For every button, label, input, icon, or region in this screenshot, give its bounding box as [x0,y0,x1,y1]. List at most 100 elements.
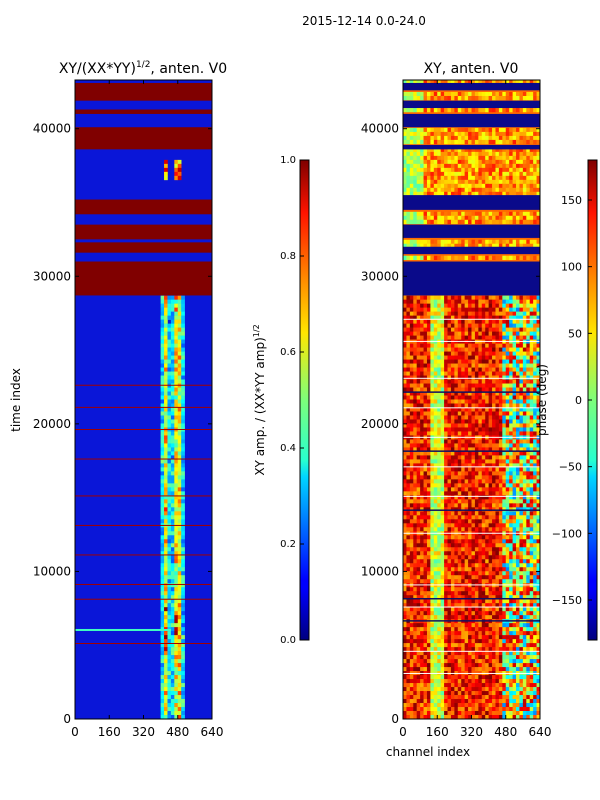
heat-cell [485,163,489,169]
heat-cell [423,387,428,392]
heat-cell [433,171,438,177]
heat-cell [177,579,182,584]
heat-cell [498,483,503,488]
heat-cell [450,307,455,312]
heat-cell [474,375,479,380]
heat-cell [426,523,431,528]
heat-cell [533,443,537,448]
heat-cell [416,383,421,388]
heat-cell [433,571,438,576]
heat-cell [164,511,168,516]
heat-cell [533,455,537,460]
heat-cell [526,563,531,568]
heat-cell [426,159,431,165]
heat-cell [516,359,520,364]
heat-cell [505,411,510,416]
heat-cell [413,391,417,396]
heat-cell [474,159,479,165]
heat-cell [160,375,165,380]
heat-cell [440,527,445,532]
heat-cell [181,695,185,700]
heat-cell [413,91,417,97]
heat-cell [170,303,175,308]
heat-cell [181,303,185,308]
heat-cell [160,587,165,592]
heat-cell [454,131,459,137]
heat-cell [536,399,540,404]
heat-cell [413,239,417,245]
heat-cell [533,219,537,225]
heat-cell [164,583,168,588]
heat-cell [413,311,417,316]
heat-cell [181,379,185,384]
heat-cell [492,239,496,245]
heat-cell [457,171,462,177]
heat-cell [177,307,182,312]
heat-cell [478,431,483,436]
heat-cell [170,635,175,640]
heat-cell [471,219,476,225]
heat-cell [522,495,527,500]
heat-cell [505,80,510,85]
heat-cell [485,475,489,480]
heat-cell [485,171,489,177]
heat-cell [403,527,407,532]
heat-cell [502,455,507,460]
heat-cell [478,363,483,368]
heat-cell [509,599,513,604]
heat-cell [505,183,510,189]
heat-cell [468,391,472,396]
heat-cell [409,183,414,189]
heat-cell [160,391,165,396]
heat-cell [474,343,479,348]
heat-cell [512,515,517,520]
heat-cell [529,423,534,428]
heat-cell [174,659,179,664]
heat-cell [174,695,179,700]
heat-cell [450,403,455,408]
heat-cell [468,559,472,564]
heat-cell [413,539,417,544]
heat-cell [485,495,489,500]
heat-cell [447,95,452,101]
heat-cell [177,355,182,360]
heat-cell [529,95,534,101]
heat-cell [516,351,520,356]
heat-cell [526,559,531,564]
heat-cell [409,319,414,324]
heat-cell [478,439,483,444]
heat-cell [509,591,513,596]
heat-cell [403,563,407,568]
heat-cell [516,571,520,576]
heat-cell [478,483,483,488]
heat-cell [170,619,175,624]
heat-cell [519,559,524,564]
heat-cell [433,319,438,324]
heat-cell [164,535,168,540]
heat-cell [488,127,493,133]
heat-cell [468,80,472,85]
heat-cell [403,107,407,113]
heat-cell [450,171,455,177]
heat-cell [160,507,165,512]
heat-cell [492,359,496,364]
heat-cell [406,491,411,496]
heat-cell [519,127,524,133]
heat-cell [440,215,445,221]
heat-cell [423,299,428,304]
heat-cell [529,479,534,484]
heat-cell [471,555,476,560]
heat-cell [454,571,459,576]
heat-cell [498,319,503,324]
heat-cell [495,299,500,304]
heat-cell [450,343,455,348]
heat-cell [481,383,486,388]
heat-cell [468,595,472,600]
heat-cell [464,107,469,113]
heat-cell [416,591,421,596]
heat-cell [440,411,445,416]
heat-cell [450,391,455,396]
heat-cell [170,551,175,556]
heat-cell [454,159,459,165]
heat-cell [509,551,513,556]
